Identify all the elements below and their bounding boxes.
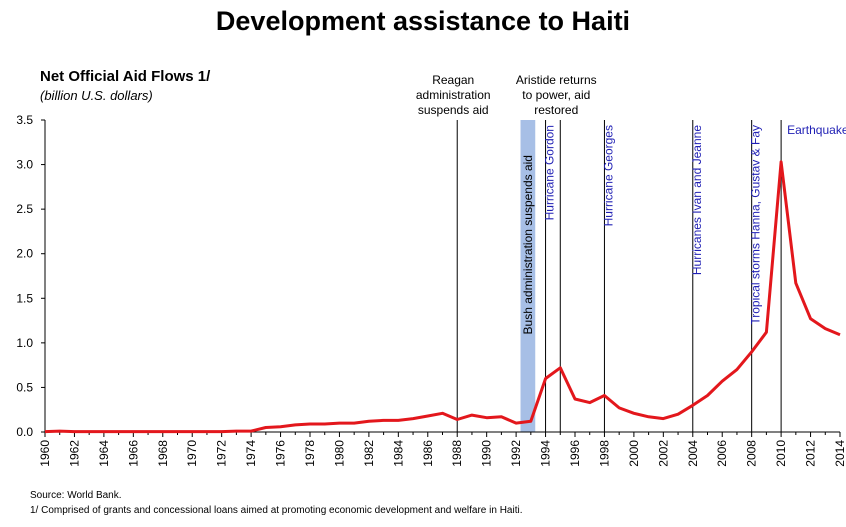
y-tick-label: 2.0	[16, 247, 33, 261]
x-tick-label: 1962	[67, 440, 81, 467]
x-tick-label: 2000	[627, 440, 641, 467]
x-tick-label: 1996	[568, 440, 582, 467]
event-label: Bush administration suspends aid	[521, 155, 535, 334]
y-tick-label: 0.0	[16, 425, 33, 439]
y-tick-label: 2.5	[16, 202, 33, 216]
y-tick-label: 3.5	[16, 113, 33, 127]
x-tick-label: 2008	[745, 440, 759, 467]
x-tick-label: 1974	[244, 440, 258, 467]
event-label-line: administration	[416, 88, 491, 102]
x-tick-label: 2010	[774, 440, 788, 467]
x-tick-label: 2014	[833, 440, 846, 467]
footnote: 1/ Comprised of grants and concessional …	[30, 505, 523, 516]
x-tick-label: 1976	[274, 440, 288, 467]
x-tick-label: 1990	[480, 440, 494, 467]
x-tick-label: 1988	[450, 440, 464, 467]
chart-title: Net Official Aid Flows 1/	[40, 68, 211, 85]
x-tick-label: 1986	[421, 440, 435, 467]
x-tick-label: 1984	[391, 440, 405, 467]
shaded-band	[520, 120, 536, 432]
x-tick-label: 2002	[656, 440, 670, 467]
y-tick-label: 1.0	[16, 336, 33, 350]
chart-subtitle: (billion U.S. dollars)	[40, 88, 153, 103]
event-label: Hurricanes Ivan and Jeanne	[690, 125, 704, 275]
x-tick-label: 1968	[156, 440, 170, 467]
y-tick-label: 3.0	[16, 158, 33, 172]
x-tick-label: 1982	[362, 440, 376, 467]
x-tick-label: 2006	[715, 440, 729, 467]
x-tick-label: 1964	[97, 440, 111, 467]
x-tick-label: 1994	[539, 440, 553, 467]
series-line	[44, 160, 841, 434]
x-tick-label: 2004	[686, 440, 700, 467]
event-label-line: Aristide returns	[516, 73, 597, 87]
event-label: Hurricane Georges	[601, 125, 615, 226]
event-label: Hurricane Gordon	[543, 125, 557, 220]
x-tick-label: 1978	[303, 440, 317, 467]
page-title: Development assistance to Haiti	[215, 6, 631, 36]
event-label-line: restored	[534, 103, 578, 117]
x-tick-label: 1970	[185, 440, 199, 467]
x-tick-label: 1980	[332, 440, 346, 467]
event-label: Earthquake	[787, 123, 846, 137]
x-tick-label: 1960	[38, 440, 52, 467]
x-tick-label: 1972	[215, 440, 229, 467]
y-tick-label: 1.5	[16, 291, 33, 305]
event-label-line: Reagan	[432, 73, 474, 87]
x-tick-label: 1966	[126, 440, 140, 467]
event-label-line: to power, aid	[522, 88, 590, 102]
event-label: Tropical storms Hanna, Gustav & Fay	[749, 125, 763, 325]
y-tick-label: 0.5	[16, 380, 33, 394]
x-tick-label: 1998	[597, 440, 611, 467]
source-note: Source: World Bank.	[30, 490, 122, 501]
event-label-line: suspends aid	[418, 103, 489, 117]
x-tick-label: 2012	[804, 440, 818, 467]
x-tick-label: 1992	[509, 440, 523, 467]
